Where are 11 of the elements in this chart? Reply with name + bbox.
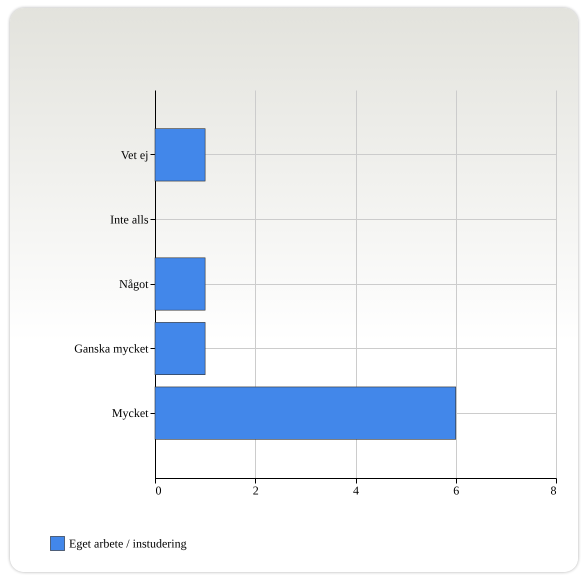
legend-label: Eget arbete / instudering [69, 536, 187, 550]
y-tick-label: Något [119, 277, 150, 291]
x-tick-label: 0 [156, 484, 162, 498]
y-tick-label: Mycket [112, 406, 150, 420]
x-tick-label: 4 [353, 484, 359, 498]
x-tick-label: 6 [453, 484, 460, 498]
y-tick-label: Inte alls [110, 212, 149, 226]
x-tick-label: 2 [252, 484, 259, 498]
y-tick-label: Ganska mycket [74, 342, 150, 356]
x-tick-label: 8 [550, 484, 556, 498]
y-tick-label: Vet ej [120, 148, 148, 162]
